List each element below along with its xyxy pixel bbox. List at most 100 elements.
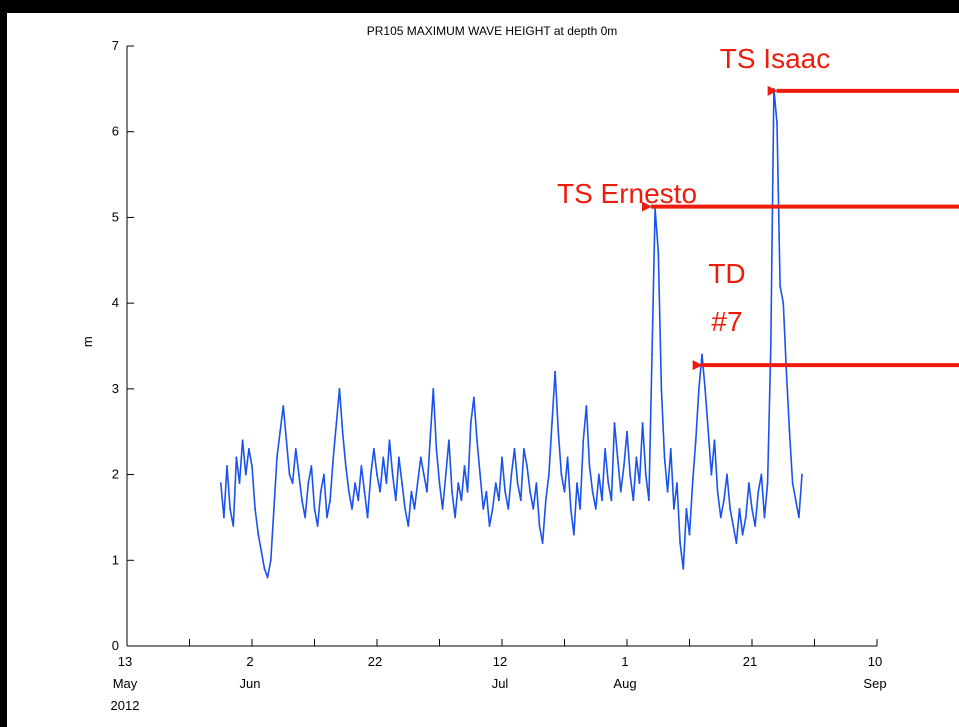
data-point <box>647 499 650 502</box>
data-point <box>285 439 288 442</box>
data-point <box>260 550 263 553</box>
data-point <box>722 499 725 502</box>
data-point <box>232 525 235 527</box>
data-point <box>244 473 247 476</box>
data-point <box>651 353 653 356</box>
data-point <box>372 447 375 450</box>
data-point <box>582 439 585 442</box>
data-point <box>576 482 578 485</box>
annotation-td7-line: #7 <box>711 306 742 337</box>
data-point <box>785 370 788 373</box>
data-point <box>641 422 644 425</box>
data-point <box>466 490 469 493</box>
data-point <box>788 430 791 433</box>
data-point <box>604 447 607 450</box>
data-point <box>569 507 572 510</box>
data-point <box>422 473 425 476</box>
data-point <box>301 499 303 502</box>
data-point <box>657 250 660 253</box>
data-point <box>694 439 697 442</box>
data-point <box>757 490 760 493</box>
data-point <box>385 482 388 485</box>
y-tick-label: 1 <box>112 552 119 567</box>
data-point <box>322 473 325 476</box>
x-tick-label: Aug <box>613 676 636 691</box>
data-point <box>632 499 635 502</box>
data-point <box>282 405 285 407</box>
data-point <box>638 482 641 485</box>
data-point <box>760 473 763 476</box>
data-point <box>494 482 497 485</box>
data-point <box>504 490 507 493</box>
data-point <box>297 473 300 476</box>
data-point <box>610 499 613 502</box>
data-point <box>479 473 482 476</box>
data-point <box>616 456 619 459</box>
data-point <box>691 482 694 485</box>
data-point <box>769 345 772 347</box>
data-point <box>369 473 372 476</box>
data-point <box>451 490 453 493</box>
data-point <box>310 465 313 467</box>
data-point <box>335 422 338 425</box>
data-point <box>491 507 494 510</box>
data-point <box>238 482 241 485</box>
data-point <box>594 507 597 510</box>
data-point <box>572 533 575 536</box>
data-point <box>513 447 516 450</box>
data-point <box>529 490 532 493</box>
data-point <box>772 87 775 90</box>
y-tick-label: 7 <box>112 38 119 53</box>
x-tick-label: 2012 <box>111 698 140 713</box>
data-point <box>538 525 541 527</box>
data-point <box>257 533 260 536</box>
x-tick-label: Sep <box>863 676 886 691</box>
data-point <box>744 516 747 519</box>
data-point <box>379 490 382 493</box>
data-point <box>357 499 360 502</box>
data-point <box>326 516 328 519</box>
y-tick-label: 5 <box>112 209 119 224</box>
data-point <box>619 490 622 493</box>
data-point <box>685 507 688 510</box>
x-tick-label: Jun <box>240 676 261 691</box>
data-point <box>247 447 250 450</box>
x-tick-label: 21 <box>743 654 757 669</box>
x-tick-label: Jul <box>492 676 509 691</box>
data-point <box>291 482 294 485</box>
data-point <box>551 422 553 425</box>
data-point <box>488 525 491 527</box>
data-point <box>457 482 460 485</box>
data-point <box>344 465 347 467</box>
chart: PR105 MAXIMUM WAVE HEIGHT at depth 0m012… <box>80 24 959 713</box>
data-point <box>557 430 560 433</box>
data-point <box>644 473 647 476</box>
data-point <box>251 465 253 467</box>
data-point <box>791 482 794 485</box>
data-point <box>763 516 766 519</box>
data-point <box>588 465 591 467</box>
data-point <box>779 285 782 287</box>
data-point <box>469 422 472 425</box>
data-point <box>754 525 757 527</box>
data-point <box>288 473 291 476</box>
data-point <box>276 456 278 459</box>
data-point <box>438 482 441 485</box>
data-point <box>701 353 703 356</box>
data-point <box>313 507 316 510</box>
data-point <box>522 447 525 450</box>
data-point <box>294 447 297 450</box>
data-point <box>304 516 307 519</box>
data-point <box>341 430 344 433</box>
x-tick-label: 1 <box>621 654 628 669</box>
data-point <box>219 482 222 485</box>
data-point <box>319 490 322 493</box>
data-point <box>579 507 582 510</box>
data-point <box>241 439 244 442</box>
data-point <box>629 473 632 476</box>
data-point <box>719 516 722 519</box>
data-point <box>797 516 800 519</box>
data-point <box>554 370 557 373</box>
data-point <box>672 507 675 510</box>
data-point <box>735 542 738 545</box>
